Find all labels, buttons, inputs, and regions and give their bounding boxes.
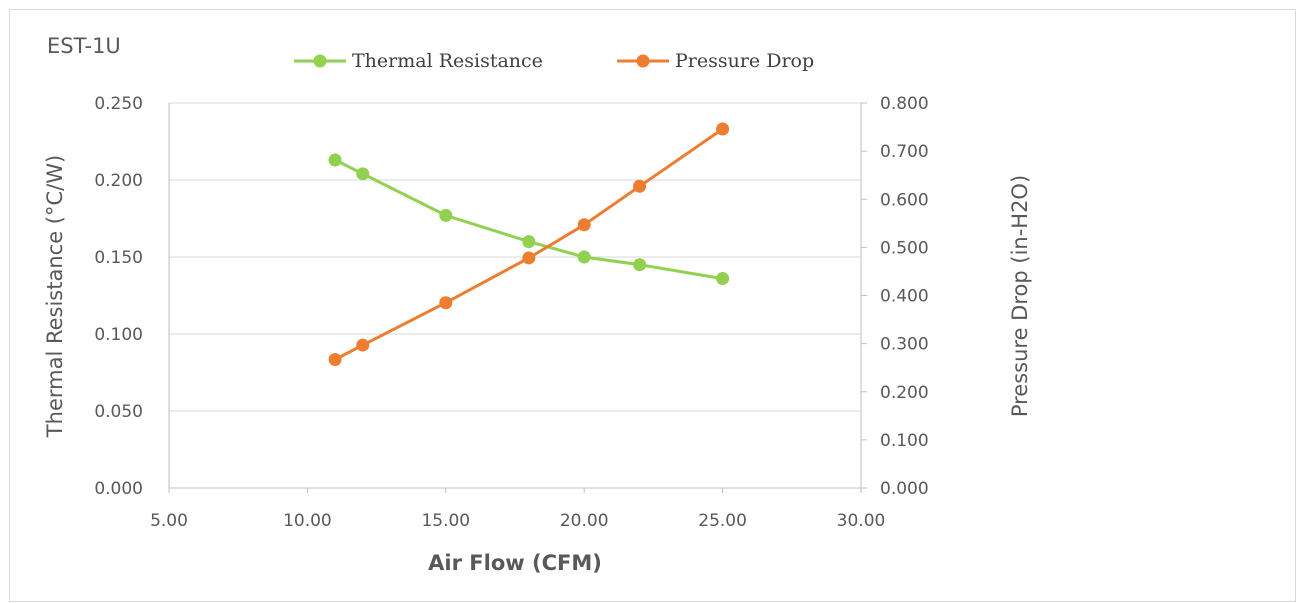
y-tick-label-left: 0.150 xyxy=(94,248,143,268)
legend-label: Thermal Resistance xyxy=(352,50,543,72)
y-tick-label-right: 0.800 xyxy=(880,94,929,114)
data-point-pressure-drop xyxy=(439,296,453,310)
data-point-thermal-resistance xyxy=(577,250,591,264)
data-point-thermal-resistance xyxy=(356,167,370,181)
y-tick-label-right: 0.700 xyxy=(880,142,929,162)
data-point-pressure-drop xyxy=(356,338,370,352)
y-tick-label-right: 0.200 xyxy=(880,383,929,403)
data-point-thermal-resistance xyxy=(716,272,730,286)
axes xyxy=(168,102,867,493)
x-tick-label: 5.00 xyxy=(150,511,188,531)
y-tick-label-right: 0.100 xyxy=(880,431,929,451)
x-axis-title: Air Flow (CFM) xyxy=(428,551,602,575)
data-point-pressure-drop xyxy=(522,251,536,265)
legend-marker xyxy=(313,54,327,68)
data-point-pressure-drop xyxy=(577,218,591,232)
data-point-thermal-resistance xyxy=(328,153,342,167)
y-tick-label-right: 0.400 xyxy=(880,287,929,307)
y-tick-label-right: 0.300 xyxy=(880,335,929,355)
y-axis-title-right: Pressure Drop (in-H2O) xyxy=(1008,175,1032,417)
series-layer xyxy=(328,122,730,367)
chart-title: EST-1U xyxy=(47,34,121,58)
y-tick-label-right: 0.000 xyxy=(880,479,929,499)
gridlines xyxy=(169,102,861,489)
x-tick-label: 20.00 xyxy=(560,511,609,531)
y-tick-label-left: 0.100 xyxy=(94,325,143,345)
data-point-pressure-drop xyxy=(328,353,342,367)
y-tick-label-left: 0.000 xyxy=(94,479,143,499)
y-tick-label-left: 0.200 xyxy=(94,171,143,191)
data-point-pressure-drop xyxy=(633,179,647,193)
x-tick-label: 15.00 xyxy=(421,511,470,531)
chart-frame xyxy=(9,9,1296,602)
data-point-pressure-drop xyxy=(716,122,730,136)
y-axis-title-left: Thermal Resistance (°C/W) xyxy=(43,155,67,438)
legend: Thermal Resistance Pressure Drop xyxy=(294,50,814,72)
labels: 0.000 0.050 0.100 0.150 0.200 0.250 0.000 0.100… xyxy=(43,34,1032,575)
y-tick-label-left: 0.050 xyxy=(94,402,143,422)
x-tick-label: 10.00 xyxy=(283,511,332,531)
y-tick-label-right: 0.500 xyxy=(880,238,929,258)
y-tick-label-left: 0.250 xyxy=(94,94,143,114)
x-tick-label: 25.00 xyxy=(698,511,747,531)
legend-label: Pressure Drop xyxy=(675,50,814,72)
legend-marker xyxy=(636,54,650,68)
data-point-thermal-resistance xyxy=(522,235,536,249)
data-point-thermal-resistance xyxy=(439,208,453,222)
data-point-thermal-resistance xyxy=(633,258,647,272)
y-tick-label-right: 0.600 xyxy=(880,190,929,210)
x-tick-label: 30.00 xyxy=(837,511,886,531)
